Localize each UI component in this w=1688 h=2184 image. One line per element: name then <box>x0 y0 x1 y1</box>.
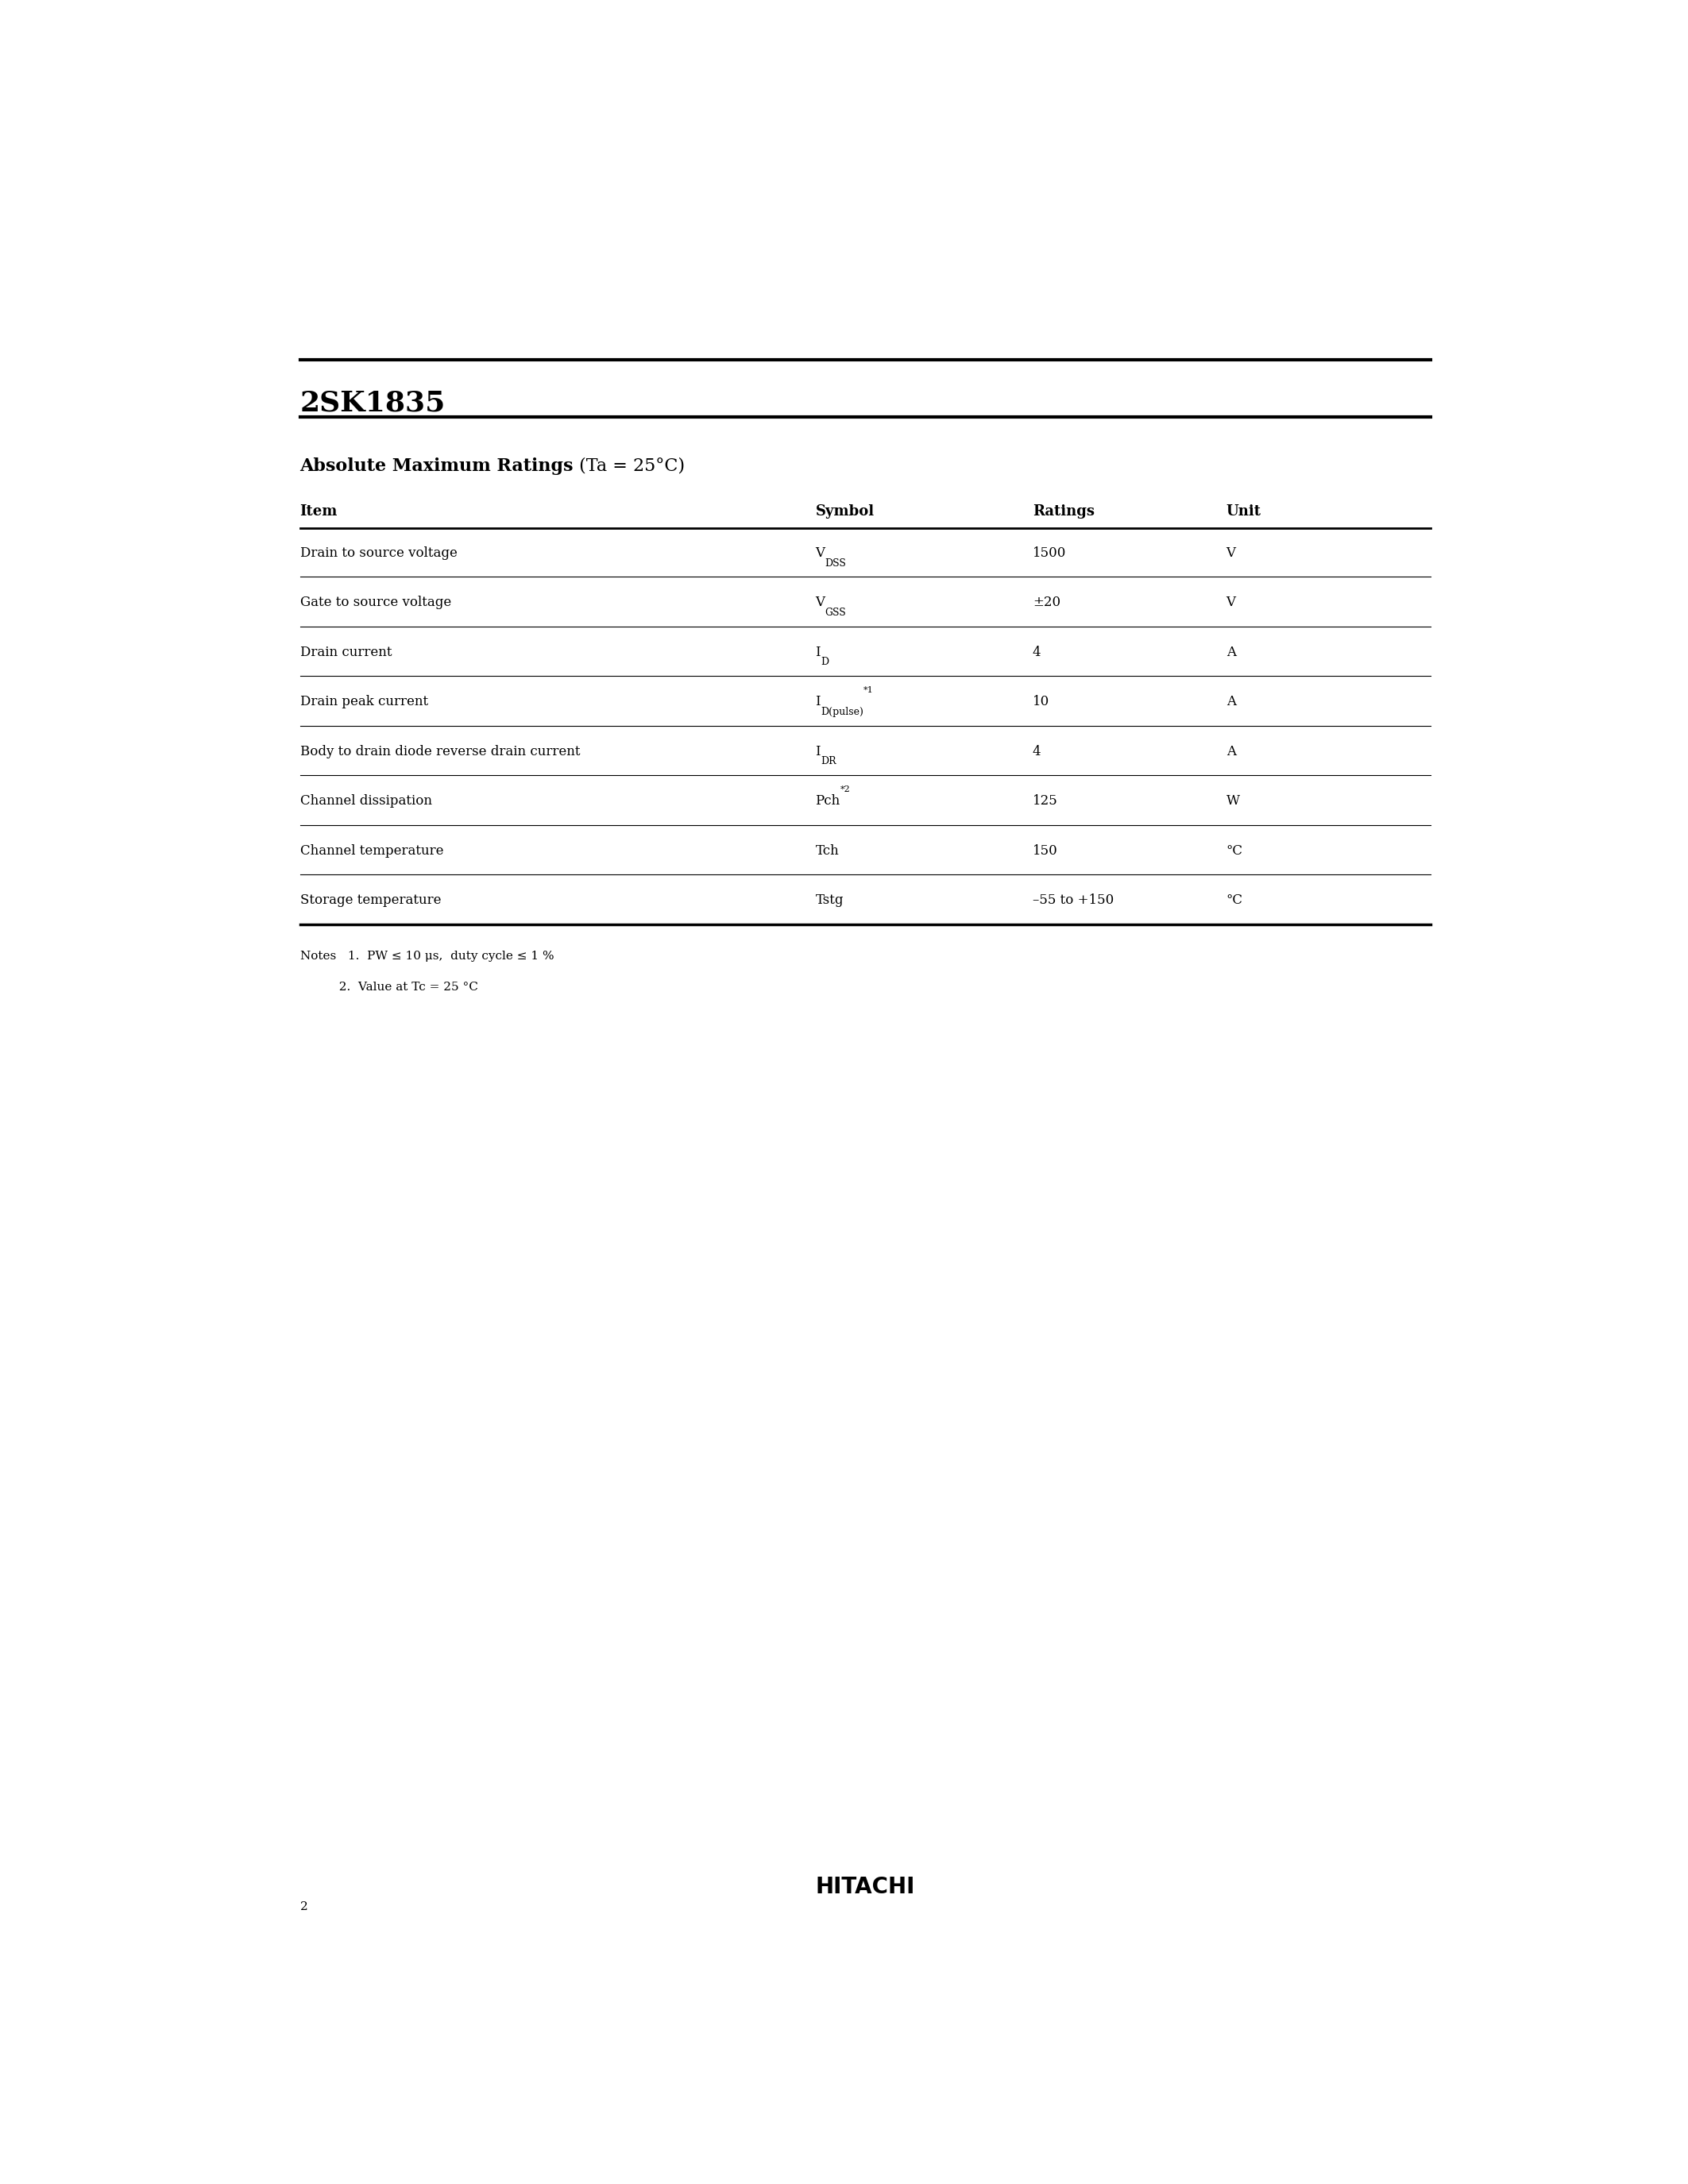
Text: 2.  Value at Tc = 25 °C: 2. Value at Tc = 25 °C <box>300 981 478 992</box>
Text: 150: 150 <box>1033 843 1058 858</box>
Text: I: I <box>815 695 820 708</box>
Text: –55 to +150: –55 to +150 <box>1033 893 1114 906</box>
Text: Body to drain diode reverse drain current: Body to drain diode reverse drain curren… <box>300 745 581 758</box>
Text: I: I <box>815 646 820 660</box>
Text: 2SK1835: 2SK1835 <box>300 391 446 417</box>
Text: D(pulse): D(pulse) <box>820 708 864 716</box>
Text: A: A <box>1225 695 1236 708</box>
Text: DSS: DSS <box>825 557 846 568</box>
Text: *2: *2 <box>841 786 851 793</box>
Text: 4: 4 <box>1033 646 1041 660</box>
Text: Drain to source voltage: Drain to source voltage <box>300 546 457 559</box>
Text: °C: °C <box>1225 893 1242 906</box>
Text: Gate to source voltage: Gate to source voltage <box>300 596 451 609</box>
Text: Absolute Maximum Ratings: Absolute Maximum Ratings <box>300 456 574 474</box>
Text: V: V <box>815 546 825 559</box>
Text: V: V <box>815 596 825 609</box>
Text: Symbol: Symbol <box>815 505 874 518</box>
Text: V: V <box>1225 596 1236 609</box>
Text: Ratings: Ratings <box>1033 505 1094 518</box>
Text: *1: *1 <box>864 686 874 695</box>
Text: 4: 4 <box>1033 745 1041 758</box>
Text: 1500: 1500 <box>1033 546 1067 559</box>
Text: Item: Item <box>300 505 338 518</box>
Text: ±20: ±20 <box>1033 596 1060 609</box>
Text: I: I <box>815 745 820 758</box>
Text: Unit: Unit <box>1225 505 1261 518</box>
Text: HITACHI: HITACHI <box>815 1876 915 1898</box>
Text: Storage temperature: Storage temperature <box>300 893 441 906</box>
Text: Drain current: Drain current <box>300 646 392 660</box>
Text: Drain peak current: Drain peak current <box>300 695 429 708</box>
Text: 2: 2 <box>300 1902 307 1913</box>
Text: °C: °C <box>1225 843 1242 858</box>
Text: 125: 125 <box>1033 795 1058 808</box>
Text: V: V <box>1225 546 1236 559</box>
Text: 10: 10 <box>1033 695 1050 708</box>
Text: A: A <box>1225 745 1236 758</box>
Text: GSS: GSS <box>825 607 846 618</box>
Text: Pch: Pch <box>815 795 841 808</box>
Text: Channel dissipation: Channel dissipation <box>300 795 432 808</box>
Text: A: A <box>1225 646 1236 660</box>
Text: Notes   1.  PW ≤ 10 μs,  duty cycle ≤ 1 %: Notes 1. PW ≤ 10 μs, duty cycle ≤ 1 % <box>300 950 554 963</box>
Text: (Ta = 25°C): (Ta = 25°C) <box>574 456 685 474</box>
Text: D: D <box>820 657 829 668</box>
Text: Channel temperature: Channel temperature <box>300 843 444 858</box>
Text: Tch: Tch <box>815 843 839 858</box>
Text: DR: DR <box>820 756 836 767</box>
Text: Tstg: Tstg <box>815 893 844 906</box>
Text: W: W <box>1225 795 1239 808</box>
